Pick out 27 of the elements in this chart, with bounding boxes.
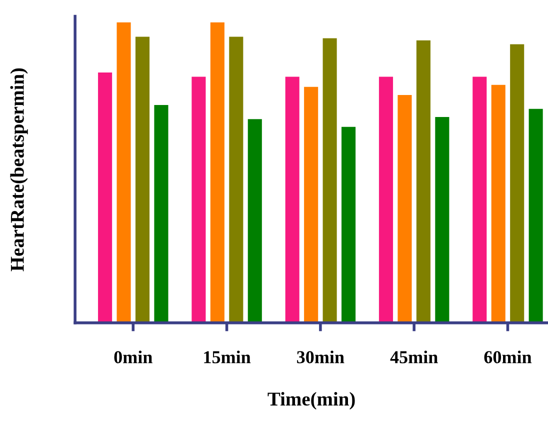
bar <box>98 72 112 323</box>
bar <box>472 76 487 323</box>
bar <box>322 38 337 323</box>
bar <box>154 104 168 323</box>
bar <box>528 108 543 323</box>
bar <box>378 76 394 323</box>
bar <box>491 84 506 323</box>
x-tick-label: 0min <box>114 350 152 364</box>
bar <box>229 36 244 323</box>
bar <box>398 95 412 323</box>
bar <box>192 76 206 323</box>
x-tick-label: 15min <box>204 350 251 364</box>
bar <box>342 126 356 323</box>
bar <box>116 22 131 323</box>
x-tick-label: 60min <box>484 350 532 364</box>
bar <box>210 22 224 323</box>
bar <box>285 76 300 323</box>
x-axis-title: Time(min) <box>268 392 355 410</box>
bar <box>248 119 262 323</box>
x-tick-label: 45min <box>390 350 438 364</box>
bar <box>416 40 430 323</box>
bar <box>435 116 450 323</box>
bar <box>135 36 150 323</box>
bar <box>304 86 318 323</box>
x-tick-label: 30min <box>297 350 344 364</box>
bar <box>510 44 524 323</box>
y-axis-title: HeartRate(beatspermin) <box>10 68 28 272</box>
